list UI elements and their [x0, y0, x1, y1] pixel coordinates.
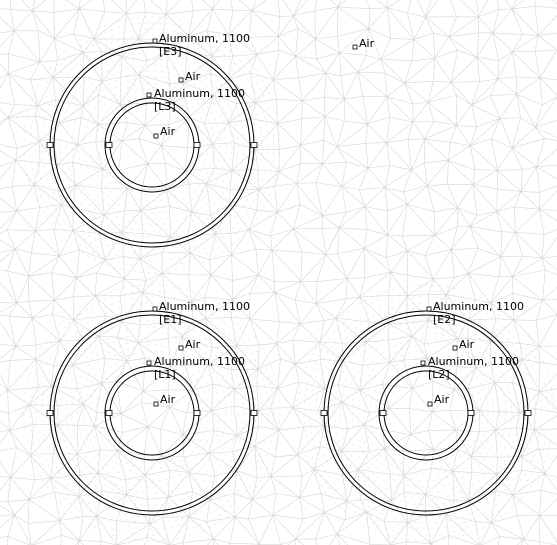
material-label: Air [160, 125, 176, 138]
circuit-tag: [E2] [433, 313, 456, 326]
mesh-view: Aluminum, 1100[E3]AirAluminum, 1100[L3]A… [0, 0, 557, 545]
node [47, 411, 53, 416]
material-label: Aluminum, 1100 [159, 32, 250, 45]
block-label-marker [153, 307, 157, 311]
circuit-tag: [E1] [159, 313, 182, 326]
material-label: Air [185, 338, 201, 351]
node [194, 411, 200, 416]
material-label: Air [459, 338, 475, 351]
node [468, 411, 474, 416]
block-label-marker [427, 307, 431, 311]
block-label-marker [353, 45, 357, 49]
block-label-marker [154, 134, 158, 138]
block-label-marker [154, 402, 158, 406]
material-label: Air [434, 393, 450, 406]
circuit-tag: [L2] [428, 368, 450, 381]
material-label: Air [359, 37, 375, 50]
material-label: Aluminum, 1100 [154, 87, 245, 100]
node [47, 143, 53, 148]
circuit-tag: [L1] [154, 368, 176, 381]
material-label: Air [185, 70, 201, 83]
block-label-marker [421, 361, 425, 365]
circuit-tag: [L3] [154, 100, 176, 113]
material-label: Aluminum, 1100 [154, 355, 245, 368]
node [321, 411, 327, 416]
node [194, 143, 200, 148]
block-label-marker [147, 93, 151, 97]
material-label: Aluminum, 1100 [433, 300, 524, 313]
block-label-marker [453, 346, 457, 350]
material-label: Aluminum, 1100 [159, 300, 250, 313]
block-label-marker [179, 346, 183, 350]
circuit-tag: [E3] [159, 45, 182, 58]
node [380, 411, 386, 416]
node [106, 143, 112, 148]
block-label-marker [428, 402, 432, 406]
block-label-marker [147, 361, 151, 365]
material-label: Air [160, 393, 176, 406]
node [251, 411, 257, 416]
node [106, 411, 112, 416]
block-label-marker [153, 39, 157, 43]
block-label-marker [179, 78, 183, 82]
node [251, 143, 257, 148]
node [525, 411, 531, 416]
material-label: Aluminum, 1100 [428, 355, 519, 368]
